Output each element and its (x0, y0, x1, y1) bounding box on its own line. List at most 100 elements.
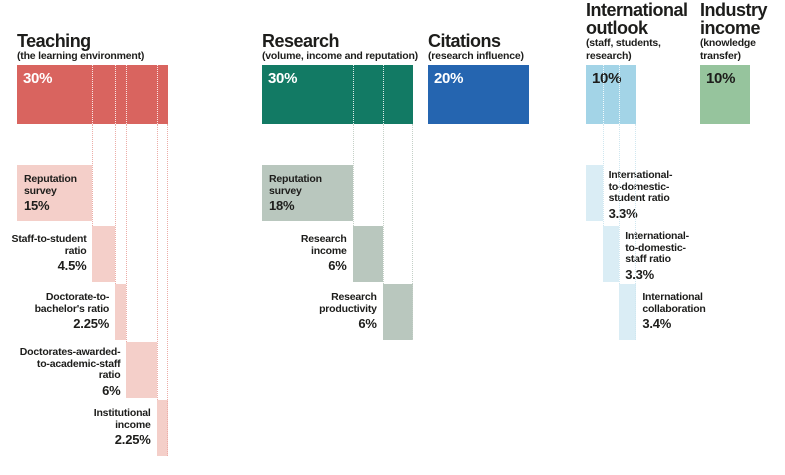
sub-metric-label-line: income (115, 418, 151, 431)
bar-divider (352, 65, 354, 124)
weight-value: 30% (23, 70, 53, 87)
category-title: Teaching (17, 30, 91, 51)
sub-metric-label-line: survey (24, 184, 57, 197)
sub-metric-value: 6% (358, 316, 377, 331)
sub-metric-label-line: to-academic-staff (36, 357, 121, 370)
sub-metric-block-teaching-0 (17, 165, 93, 221)
sub-metric-block-international-outlook-2 (619, 284, 637, 340)
bar-divider (382, 65, 384, 124)
connector-line (619, 124, 621, 284)
sub-metric-block-teaching-1 (92, 226, 116, 282)
sub-metric-label-line: International- (625, 230, 689, 242)
sub-metric-label-line: International- (608, 169, 673, 181)
sub-metric-label: Reputation survey 15% (24, 173, 90, 213)
connector-line (602, 124, 604, 226)
sub-metric-label: Doctorate-to-bachelor's ratio 2.25% (0, 291, 110, 331)
connector-line (382, 124, 384, 284)
bar-divider (126, 65, 128, 124)
connector-line (635, 124, 637, 340)
category-subtitle: (volume, income and reputation) (262, 49, 418, 62)
bar-divider (156, 65, 158, 124)
sub-metric-block-international-outlook-1 (602, 226, 620, 282)
sub-metric-value: 2.25% (73, 316, 110, 331)
bar-divider (602, 65, 604, 124)
sub-metric-label-line: Doctorate-to- (45, 291, 110, 303)
sub-metric-label-line: to-domestic- (625, 241, 686, 254)
sub-metric-value: 18% (269, 198, 295, 213)
sub-metric-block-teaching-3 (126, 342, 157, 398)
sub-metric-block-international-outlook-0 (586, 165, 603, 221)
sub-metric-label-line: bachelor's ratio (34, 302, 110, 315)
category-subtitle: (knowledge (700, 37, 756, 49)
sub-metric-label-line: Reputation (269, 173, 322, 185)
connector-line (126, 124, 128, 342)
sub-metric-label: Staff-to-student ratio 4.5% (0, 233, 87, 273)
sub-metric-label-line: student ratio (608, 192, 670, 204)
category-subtitle: transfer) (700, 49, 741, 62)
sub-metric-block-research-1 (352, 226, 383, 282)
sub-metric-value: 6% (328, 258, 347, 273)
category-header-research: Research (volume, income and reputation) (262, 32, 422, 63)
category-header-citations: Citations (research influence) (428, 32, 588, 63)
sub-metric-label-line: Institutional (93, 407, 151, 419)
sub-metric-block-teaching-2 (115, 284, 127, 340)
sub-metric-label: International collaboration 3.4% (642, 291, 742, 331)
sub-metric-value: 4.5% (57, 258, 87, 273)
sub-metric-label: Doctorates-awarded-to-academic-staff rati… (0, 346, 121, 398)
category-title: Industry (700, 0, 768, 20)
sub-metric-label: International-to-domestic-staff ratio 3.3… (625, 230, 725, 282)
sub-metric-label-line: ratio (64, 244, 87, 257)
sub-metric-label-line: ratio (98, 369, 121, 381)
sub-metric-label-line: productivity (319, 302, 377, 315)
sub-metric-label-line: International (642, 291, 703, 303)
sub-metric-label-line: staff ratio (625, 253, 671, 265)
category-title: income (700, 18, 761, 38)
category-subtitle: (research influence) (428, 49, 524, 62)
connector-line (115, 124, 117, 284)
weight-value: 20% (434, 70, 464, 87)
category-title: Citations (428, 30, 501, 51)
sub-metric-value: 6% (102, 382, 121, 398)
sub-metric-label: Research income 6% (227, 233, 347, 273)
connector-line (352, 124, 354, 226)
category-title: International (586, 0, 688, 20)
sub-metric-label-line: Staff-to-student (11, 233, 87, 245)
sub-metric-block-research-0 (262, 165, 353, 221)
category-subtitle: (the learning environment) (17, 49, 145, 62)
sub-metric-label-line: Doctorates-awarded- (19, 346, 121, 358)
weight-value: 30% (268, 70, 298, 87)
connector-line (92, 124, 94, 226)
sub-metric-label: Reputation survey 18% (269, 173, 351, 213)
sub-metric-label-line: Reputation (24, 173, 77, 185)
sub-metric-label-line: collaboration (642, 302, 706, 315)
category-subtitle: (staff, students, (586, 37, 661, 49)
bar-divider (115, 65, 117, 124)
sub-metric-value: 15% (24, 198, 50, 213)
weight-bar-industry-income: 10% (700, 65, 751, 124)
sub-metric-value: 3.4% (642, 316, 672, 331)
category-header-international-outlook: International outlook (staff, students, res… (586, 1, 746, 62)
connector-line (166, 124, 168, 456)
category-header-industry-income: Industry income (knowledge transfer) (700, 1, 785, 62)
sub-metric-label-line: Research (300, 233, 347, 245)
weight-bar-research: 30% (262, 65, 413, 124)
connector-line (156, 124, 158, 400)
sub-metric-value: 3.3% (625, 266, 655, 282)
category-title: outlook (586, 18, 648, 38)
category-subtitle: research) (586, 49, 632, 62)
sub-metric-label: Institutional income 2.25% (31, 407, 151, 447)
sub-metric-label: Research productivity 6% (257, 291, 377, 331)
sub-metric-value: 3.3% (608, 205, 638, 221)
sub-metric-block-teaching-4 (156, 400, 168, 456)
weight-bar-teaching: 30% (17, 65, 168, 124)
sub-metric-value: 2.25% (114, 432, 151, 447)
sub-metric-label-line: to-domestic- (608, 180, 670, 193)
bar-divider (619, 65, 621, 124)
sub-metric-label-line: survey (269, 184, 302, 197)
sub-metric-label: International-to-domestic-student ratio 3… (608, 169, 709, 221)
